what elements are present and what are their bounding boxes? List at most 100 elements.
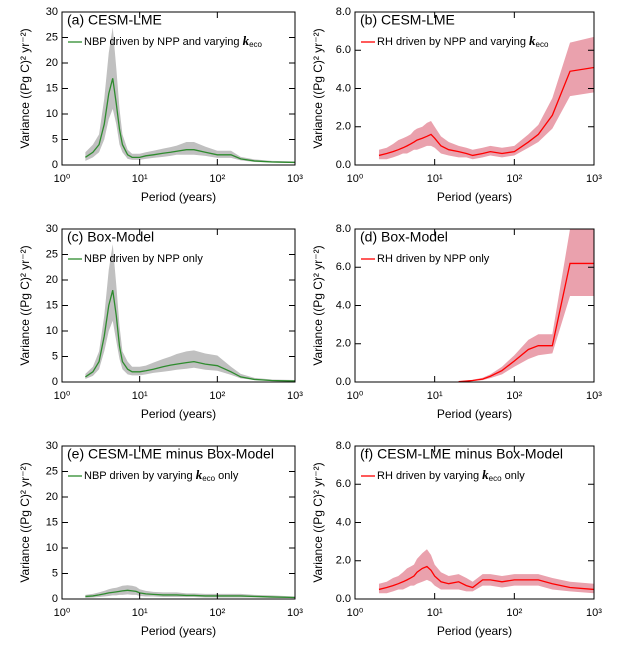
y-tick-label: 2.0 xyxy=(336,555,351,567)
panel: RH driven by varying keco only 10⁰ 10¹ 10² 1… xyxy=(311,440,602,638)
y-axis-label: Variance ((Pg C)² yr⁻²) xyxy=(311,245,325,365)
series-line xyxy=(458,262,594,382)
panel: NBP driven by NPP only 10⁰ 10¹ 10² 10³ 0 5 10 15… xyxy=(18,223,303,421)
y-tick-label: 10 xyxy=(46,542,58,554)
y-tick-label: 10 xyxy=(46,325,58,337)
x-tick-label: 10² xyxy=(506,390,522,402)
x-tick-label: 10¹ xyxy=(427,173,443,185)
legend-label: NBP driven by varying keco only xyxy=(84,467,239,483)
x-tick-label: 10¹ xyxy=(132,607,148,619)
x-axis-label: Period (years) xyxy=(437,190,512,204)
x-tick-label: 10⁰ xyxy=(54,173,71,185)
series-line xyxy=(85,78,295,164)
y-tick-label: 6.0 xyxy=(336,44,351,56)
panel: RH driven by NPP only 10⁰ 10¹ 10² 10³ 0.0 2.0 4… xyxy=(311,223,602,421)
legend-text: NBP driven by varying xyxy=(84,470,196,482)
legend-text: k xyxy=(196,467,203,482)
legend-text: only xyxy=(215,470,239,482)
y-tick-label: 2.0 xyxy=(336,338,351,350)
x-tick-label: 10² xyxy=(209,607,225,619)
uncertainty-band xyxy=(85,244,295,382)
y-tick-label: 15 xyxy=(46,516,58,528)
y-tick-label: 20 xyxy=(46,57,58,69)
y-tick-label: 0.0 xyxy=(336,159,351,171)
series-line xyxy=(85,589,295,599)
y-axis-label: Variance ((Pg C)² yr⁻²) xyxy=(311,462,325,582)
y-axis-label: Variance ((Pg C)² yr⁻²) xyxy=(311,28,325,148)
y-tick-label: 0 xyxy=(52,159,58,171)
panel-title: (f) CESM-LME minus Box-Model xyxy=(360,446,563,462)
legend-text: only xyxy=(502,470,526,482)
y-axis-label: Variance ((Pg C)² yr⁻²) xyxy=(18,462,32,582)
series-line xyxy=(378,66,594,157)
x-tick-label: 10³ xyxy=(287,607,303,619)
series-line xyxy=(85,290,295,382)
legend-text: eco xyxy=(536,40,549,49)
uncertainty-band xyxy=(85,585,295,598)
y-axis-label: Variance ((Pg C)² yr⁻²) xyxy=(18,245,32,365)
y-tick-label: 4.0 xyxy=(336,516,351,528)
legend-text: RH driven by NPP only xyxy=(377,253,490,265)
legend-text: RH driven by varying xyxy=(377,470,482,482)
y-tick-label: 8.0 xyxy=(336,6,351,18)
x-tick-label: 10³ xyxy=(586,173,602,185)
y-tick-label: 0.0 xyxy=(336,593,351,605)
legend-label: RH driven by NPP only xyxy=(377,253,490,265)
x-axis-label: Period (years) xyxy=(141,407,216,421)
panel-title: (d) Box-Model xyxy=(360,229,448,245)
panel-title: (a) CESM-LME xyxy=(67,12,162,28)
uncertainty-band xyxy=(458,229,594,382)
y-tick-label: 8.0 xyxy=(336,440,351,452)
y-tick-label: 8.0 xyxy=(336,223,351,235)
series-line xyxy=(378,565,594,591)
y-tick-label: 0 xyxy=(52,376,58,388)
panel: RH driven by NPP and varying keco 10⁰ 10¹ 1… xyxy=(311,6,602,204)
y-tick-label: 20 xyxy=(46,491,58,503)
x-tick-label: 10⁰ xyxy=(54,390,71,402)
y-tick-label: 30 xyxy=(46,6,58,18)
uncertainty-band xyxy=(378,549,594,594)
x-tick-label: 10⁰ xyxy=(347,173,364,185)
x-tick-label: 10¹ xyxy=(132,173,148,185)
y-tick-label: 20 xyxy=(46,274,58,286)
legend-label: RH driven by NPP and varying keco xyxy=(377,33,549,49)
legend-text: NBP driven by NPP only xyxy=(84,253,203,265)
legend-label: NBP driven by NPP only xyxy=(84,253,203,265)
x-tick-label: 10² xyxy=(209,173,225,185)
x-tick-label: 10² xyxy=(506,607,522,619)
x-tick-label: 10³ xyxy=(287,390,303,402)
legend-text: NBP driven by NPP and varying xyxy=(84,36,243,48)
panel-title: (c) Box-Model xyxy=(67,229,154,245)
y-tick-label: 10 xyxy=(46,108,58,120)
y-tick-label: 25 xyxy=(46,248,58,260)
y-tick-label: 30 xyxy=(46,440,58,452)
y-tick-label: 4.0 xyxy=(336,82,351,94)
x-axis-label: Period (years) xyxy=(437,407,512,421)
panel-title: (b) CESM-LME xyxy=(360,12,455,28)
panel: NBP driven by NPP and varying keco 10⁰ 10¹… xyxy=(18,6,303,204)
y-tick-label: 5 xyxy=(52,567,58,579)
legend-text: eco xyxy=(489,474,502,483)
x-tick-label: 10³ xyxy=(287,173,303,185)
uncertainty-band xyxy=(378,36,594,160)
legend-text: RH driven by NPP and varying xyxy=(377,36,529,48)
x-tick-label: 10² xyxy=(506,173,522,185)
y-tick-label: 5 xyxy=(52,133,58,145)
legend-text: k xyxy=(243,33,250,48)
panel-title: (e) CESM-LME minus Box-Model xyxy=(67,446,274,462)
x-tick-label: 10¹ xyxy=(132,390,148,402)
x-axis-label: Period (years) xyxy=(437,624,512,638)
x-tick-label: 10² xyxy=(209,390,225,402)
y-tick-label: 5 xyxy=(52,350,58,362)
legend-text: k xyxy=(529,33,536,48)
y-tick-label: 30 xyxy=(46,223,58,235)
y-tick-label: 15 xyxy=(46,82,58,94)
legend-label: RH driven by varying keco only xyxy=(377,467,525,483)
y-axis-label: Variance ((Pg C)² yr⁻²) xyxy=(18,28,32,148)
x-tick-label: 10⁰ xyxy=(347,390,364,402)
x-tick-label: 10¹ xyxy=(427,390,443,402)
y-tick-label: 0.0 xyxy=(336,376,351,388)
y-tick-label: 15 xyxy=(46,299,58,311)
x-tick-label: 10³ xyxy=(586,390,602,402)
